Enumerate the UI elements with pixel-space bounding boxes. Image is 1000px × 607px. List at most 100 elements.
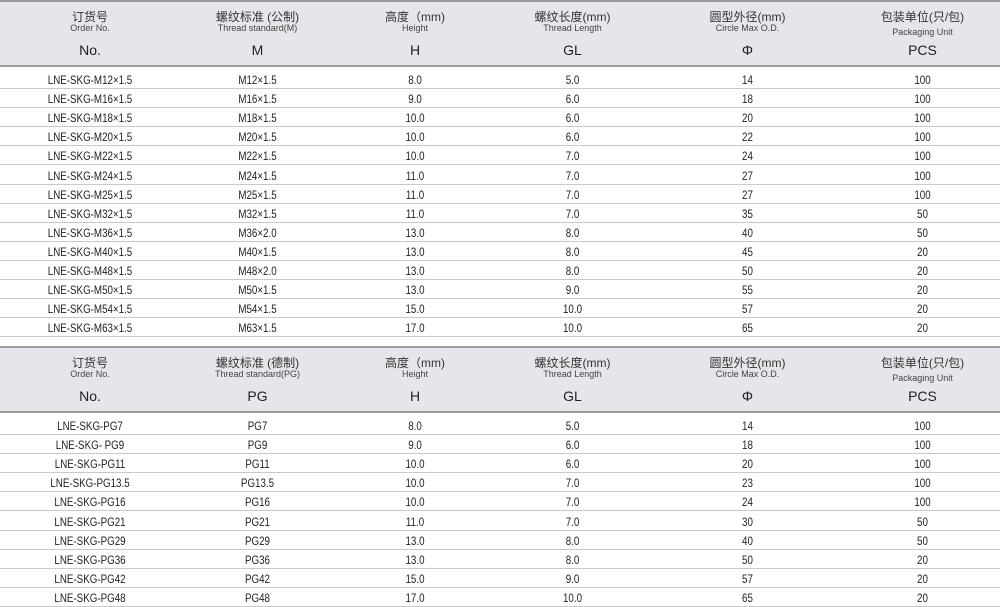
table-row: LNE-SKG-M48×1.5 M48×2.0 13.0 8.0 50 20	[0, 261, 1000, 281]
table-cell: 100	[914, 189, 931, 202]
table-cell: 24	[742, 497, 753, 510]
table-cell: 13.0	[405, 266, 425, 279]
header-cn: 螺纹长度(mm)	[534, 10, 611, 24]
table-cell: 100	[914, 94, 931, 107]
table-cell: 11.0	[405, 208, 425, 221]
table-cell: 18	[742, 440, 753, 453]
table-cell: 13.0	[405, 246, 425, 259]
header-symbol: PG	[247, 388, 268, 404]
table-cell: 8.0	[408, 421, 422, 434]
table-cell: LNE-SKG-M54×1.5	[47, 304, 133, 317]
table-cell: 13.0	[405, 554, 425, 567]
table-cell: LNE-SKG-PG42	[54, 573, 126, 586]
header-symbol: H	[409, 42, 421, 58]
table-cell: LNE-SKG-M12×1.5	[47, 75, 133, 88]
table-cell: PG16	[244, 497, 270, 510]
table-cell: PG42	[244, 573, 270, 586]
header-cn: 螺纹标准 (公制)	[215, 10, 300, 24]
header-symbol: PCS	[908, 42, 937, 58]
header-en: Thread standard(PG)	[214, 369, 301, 379]
table-cell: LNE-SKG-PG21	[54, 516, 126, 529]
table-cell: 50	[917, 208, 928, 221]
table-cell: 65	[742, 323, 753, 336]
table-cell: 7.0	[565, 170, 580, 183]
table-cell: 30	[742, 516, 753, 529]
table-cell: LNE-SKG-PG16	[54, 497, 126, 510]
table-row: LNE-SKG-PG42 PG42 15.0 9.0 57 20	[0, 569, 1000, 588]
table-cell: 13.0	[405, 535, 425, 548]
table-cell: PG11	[245, 459, 270, 472]
table-cell: 40	[742, 227, 753, 240]
table-cell: 55	[742, 285, 753, 298]
table-cell: 10.0	[562, 592, 583, 605]
table-cell: 100	[914, 132, 931, 145]
table-cell: 9.0	[408, 94, 422, 107]
table-cell: 7.0	[565, 151, 580, 164]
table-cell: 7.0	[565, 208, 580, 221]
table-cell: 11.0	[405, 170, 425, 183]
table-cell: 15.0	[405, 304, 425, 317]
header-en: Packaging Unit	[892, 373, 953, 383]
table-cell: M54×1.5	[238, 304, 277, 317]
table-cell: 100	[914, 478, 931, 491]
table-cell: 14	[742, 421, 753, 434]
table-row: LNE-SKG-PG21 PG21 11.0 7.0 30 50	[0, 511, 1000, 531]
table-cell: M48×2.0	[238, 266, 277, 279]
table-cell: 100	[914, 151, 931, 164]
table-cell: M12×1.5	[238, 75, 277, 88]
table-cell: LNE-SKG-M40×1.5	[47, 246, 133, 259]
table-row: LNE-SKG-M36×1.5 M36×2.0 13.0 8.0 40 50	[0, 223, 1000, 242]
table-cell: M24×1.5	[238, 170, 277, 183]
table-cell: M20×1.5	[238, 132, 277, 145]
header-en: Circle Max O.D.	[715, 369, 780, 379]
table-cell: 17.0	[405, 323, 425, 336]
header-en: Packaging Unit	[892, 27, 953, 37]
table-cell: 5.0	[565, 421, 580, 434]
table-cell: LNE-SKG-M16×1.5	[47, 94, 133, 107]
header-en: Order No.	[70, 23, 110, 33]
table-cell: 7.0	[565, 189, 580, 202]
table-row: LNE-SKG-M24×1.5 M24×1.5 11.0 7.0 27 100	[0, 165, 1000, 185]
table-cell: LNE-SKG-M25×1.5	[47, 189, 133, 202]
table-row: LNE-SKG-M22×1.5 M22×1.5 10.0 7.0 24 100	[0, 146, 1000, 166]
header-cn: 包装单位(只/包)	[880, 10, 965, 24]
table-cell: 27	[742, 189, 753, 202]
header-cell: 螺纹长度(mm) Thread Length GL	[495, 348, 650, 411]
table-cell: 8.0	[408, 75, 422, 88]
table-cell: 50	[917, 535, 928, 548]
header-cell: 包装单位(只/包) Packaging Unit PCS	[845, 348, 1000, 411]
header-symbol: Φ	[741, 388, 754, 404]
table-cell: 10.0	[405, 497, 425, 510]
header-symbol: H	[409, 388, 421, 404]
table-cell: 20	[917, 285, 928, 298]
header-cell: 订货号 Order No. No.	[0, 348, 180, 411]
table-cell: M18×1.5	[238, 113, 277, 126]
table-cell: LNE-SKG-M20×1.5	[47, 132, 133, 145]
table-header: 订货号 Order No. No. 螺纹标准 (德制) Thread stand…	[0, 346, 1000, 413]
table-cell: 20	[742, 113, 753, 126]
table-cell: PG29	[244, 535, 270, 548]
table-cell: 6.0	[565, 113, 580, 126]
header-cell: 订货号 Order No. No.	[0, 2, 180, 65]
table-cell: PG7	[247, 421, 268, 434]
table-cell: M25×1.5	[238, 189, 277, 202]
table-cell: 57	[742, 573, 753, 586]
table-cell: PG9	[247, 440, 268, 453]
header-cell: 圆型外径(mm) Circle Max O.D. Φ	[650, 2, 845, 65]
table-cell: 9.0	[408, 440, 422, 453]
table-cell: M63×1.5	[238, 323, 277, 336]
table-cell: 7.0	[565, 516, 580, 529]
table-cell: 45	[742, 246, 753, 259]
table-row: LNE-SKG-M40×1.5 M40×1.5 13.0 8.0 45 20	[0, 242, 1000, 261]
table-row: LNE-SKG-M54×1.5 M54×1.5 15.0 10.0 57 20	[0, 299, 1000, 319]
header-cn: 高度（mm)	[385, 356, 445, 370]
table-row: LNE-SKG-M12×1.5 M12×1.5 8.0 5.0 14 100	[0, 70, 1000, 90]
table-row: LNE-SKG-M20×1.5 M20×1.5 10.0 6.0 22 100	[0, 127, 1000, 147]
table-cell: PG13.5	[240, 478, 275, 491]
table-cell: LNE-SKG-M22×1.5	[47, 151, 133, 164]
header-cn: 圆型外径(mm)	[709, 356, 786, 370]
table-cell: M36×2.0	[238, 227, 277, 240]
table-cell: LNE-SKG-PG7	[57, 421, 123, 434]
table-cell: 15.0	[405, 573, 425, 586]
table-cell: PG36	[244, 554, 270, 567]
